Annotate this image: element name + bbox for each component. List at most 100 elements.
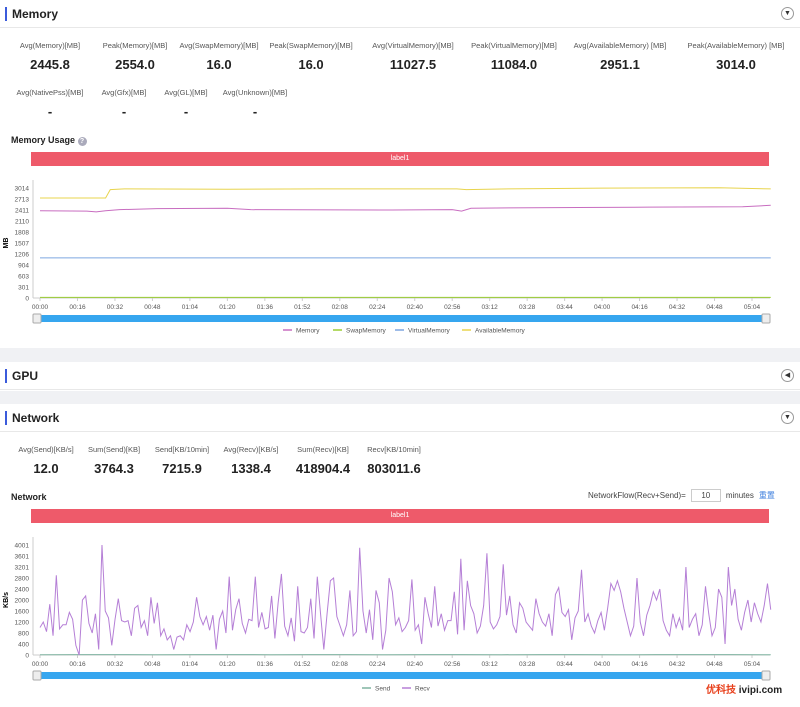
y-tick-label: 0 (25, 653, 29, 660)
slider-handle-right[interactable] (762, 671, 770, 680)
stat-value: 16.0 (179, 57, 258, 72)
y-tick-label: 2400 (15, 587, 30, 594)
x-tick-label: 04:16 (631, 661, 648, 668)
stat-sum-send-kb: Sum(Send)[KB]3764.3 (88, 445, 140, 476)
x-tick-label: 02:56 (444, 304, 461, 311)
x-tick-label: 00:00 (32, 304, 49, 311)
y-tick-label: 3014 (15, 186, 30, 193)
stat-avg-unknown-mb: Avg(Unknown)[MB]- (223, 88, 287, 119)
stat-label: Peak(AvailableMemory) [MB] (688, 41, 785, 50)
x-tick-label: 03:28 (519, 661, 536, 668)
stat-label: Avg(GL)[MB] (164, 88, 207, 97)
x-tick-label: 00:00 (32, 661, 49, 668)
y-tick-label: 400 (18, 642, 29, 649)
stat-value: 11084.0 (471, 57, 557, 72)
y-tick-label: 2110 (15, 218, 29, 225)
x-tick-label: 01:52 (294, 304, 311, 311)
legend-item: Send (375, 686, 391, 693)
y-tick-label: 904 (18, 263, 29, 270)
memory-usage-title: Memory Usage ? (11, 135, 87, 146)
x-tick-label: 01:04 (182, 304, 199, 311)
x-tick-label: 00:48 (144, 304, 161, 311)
stat-send-kb-min: Send[KB/10min] 7215.9 (155, 445, 209, 476)
legend-item: Memory (296, 328, 320, 335)
stat-label: Peak(VirtualMemory)[MB] (471, 41, 557, 50)
stat-avg-swapmemory-mb: Avg(SwapMemory)[MB]16.0 (179, 41, 258, 72)
stat-value: 3764.3 (88, 461, 140, 476)
stat-label: Avg(NativePss)[MB] (17, 88, 84, 97)
collapse-chevron-down-icon[interactable]: ▼ (781, 411, 794, 424)
slider-handle-left[interactable] (33, 671, 41, 680)
y-tick-label: 2800 (15, 576, 30, 583)
stat-label: Send[KB/10min] (155, 445, 209, 454)
stat-avg-recv-kb-s: Avg(Recv)[KB/s] 1338.4 (224, 445, 279, 476)
series-line-availablememory (40, 188, 771, 198)
y-tick-label: 4001 (15, 543, 30, 550)
legend-item: SwapMemory (346, 328, 386, 335)
network-chart: KB/s 0 400 800 1200 1600 2000 2400 2800 3201 3601 4… (0, 527, 800, 707)
x-tick-label: 04:32 (669, 304, 686, 311)
zoom-slider-track[interactable] (33, 672, 770, 679)
stat-value: - (17, 104, 84, 119)
x-tick-label: 00:32 (107, 304, 124, 311)
stat-sum-recv-kb: Sum(Recv)[KB]418904.4 (296, 445, 350, 476)
x-tick-label: 05:04 (744, 661, 761, 668)
x-tick-label: 04:00 (594, 304, 611, 311)
stat-avg-availablememory-mb: Avg(AvailableMemory) [MB]2951.1 (574, 41, 667, 72)
network-flow-control: NetworkFlow(Recv+Send)= 10 minutes 重置 (588, 489, 775, 502)
x-tick-label: 02:08 (332, 304, 349, 311)
y-tick-label: 2411 (15, 208, 29, 215)
stat-label: Avg(Send)[KB/s] (18, 445, 73, 454)
y-tick-label: 2000 (15, 598, 30, 605)
x-tick-label: 00:32 (107, 661, 124, 668)
x-tick-label: 04:00 (594, 661, 611, 668)
y-tick-label: 3601 (15, 553, 30, 560)
stat-label: Avg(Memory)[MB] (20, 41, 80, 50)
memory-label-bar: label1 (31, 152, 769, 166)
x-tick-label: 00:48 (144, 661, 161, 668)
y-tick-label: 1600 (15, 609, 30, 616)
series-line-recv (40, 545, 771, 655)
section-accent (5, 369, 7, 383)
slider-handle-right[interactable] (762, 314, 770, 323)
network-label-bar: label1 (31, 509, 769, 523)
stat-label: Peak(Memory)[MB] (103, 41, 168, 50)
y-tick-label: 800 (18, 631, 29, 638)
y-axis-label: KB/s (3, 592, 10, 608)
stat-value: 7215.9 (155, 461, 209, 476)
zoom-slider-track[interactable] (33, 315, 770, 322)
slider-handle-left[interactable] (33, 314, 41, 323)
x-tick-label: 01:04 (182, 661, 199, 668)
memory-usage-chart: MB03016039041206150718082110241127133014… (0, 170, 800, 360)
stat-avg-gfx-mb: Avg(Gfx)[MB]- (102, 88, 147, 119)
collapse-chevron-left-icon[interactable]: ◀ (781, 369, 794, 382)
stat-value: 16.0 (269, 57, 352, 72)
x-tick-label: 02:56 (444, 661, 461, 668)
watermark-logo-text: 优科技 (706, 685, 736, 696)
x-tick-label: 00:16 (69, 304, 86, 311)
stat-label: Recv[KB/10min] (367, 445, 421, 454)
network-chart-title: Network (11, 492, 47, 502)
gpu-section-header[interactable]: GPU ◀ (0, 362, 800, 390)
stat-value: 418904.4 (296, 461, 350, 476)
x-tick-label: 02:40 (407, 304, 424, 311)
x-tick-label: 01:52 (294, 661, 311, 668)
stat-value: 1338.4 (224, 461, 279, 476)
y-tick-label: 2713 (15, 196, 30, 203)
reset-link[interactable]: 重置 (759, 490, 775, 501)
stat-label: Avg(Recv)[KB/s] (224, 445, 279, 454)
help-icon[interactable]: ? (78, 137, 87, 146)
y-tick-label: 1808 (15, 230, 30, 237)
y-tick-label: 1200 (15, 620, 30, 627)
stat-value: 803011.6 (367, 461, 421, 476)
memory-section-header[interactable]: Memory ▼ (0, 0, 800, 28)
x-tick-label: 04:16 (631, 304, 648, 311)
network-section-header[interactable]: Network ▼ (0, 404, 800, 432)
x-tick-label: 03:44 (556, 304, 573, 311)
legend-item: VirtualMemory (408, 328, 451, 335)
stat-value: - (164, 104, 207, 119)
collapse-chevron-down-icon[interactable]: ▼ (781, 7, 794, 20)
y-tick-label: 3201 (15, 564, 30, 571)
stat-value: - (223, 104, 287, 119)
flow-minutes-input[interactable]: 10 (691, 489, 721, 502)
